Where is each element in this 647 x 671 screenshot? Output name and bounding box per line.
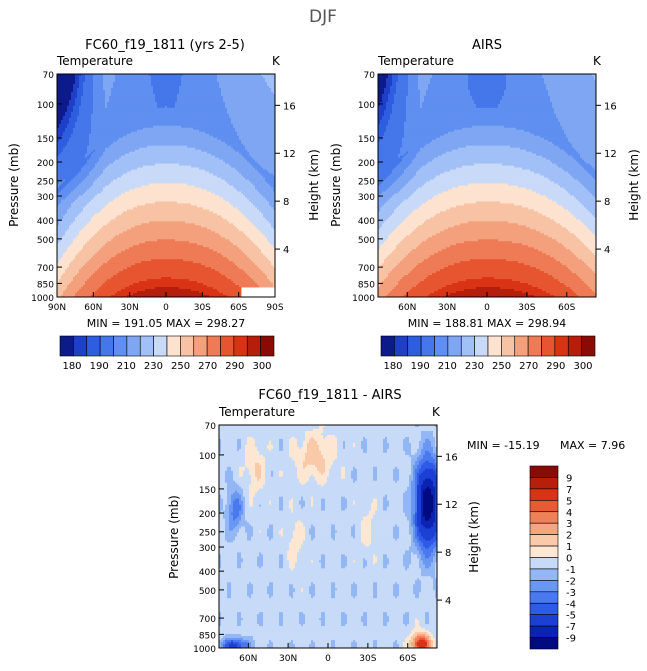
- figure: DJF FC60_f19_1811 (yrs 2-5) Temperature …: [0, 0, 647, 671]
- panel-model: FC60_f19_1811 (yrs 2-5) Temperature K 70…: [7, 38, 321, 372]
- panel-model-title: FC60_f19_1811 (yrs 2-5): [85, 38, 245, 53]
- panel-model-units: K: [272, 54, 281, 68]
- figure-title: DJF: [309, 7, 337, 27]
- panel-model-variable: Temperature: [56, 54, 133, 68]
